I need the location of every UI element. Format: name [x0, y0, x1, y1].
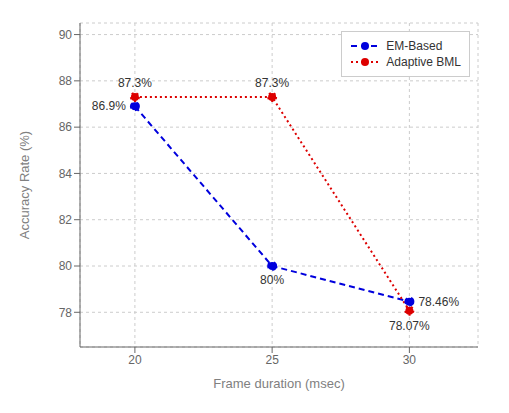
svg-text:80%: 80% [260, 273, 284, 287]
svg-text:87.3%: 87.3% [255, 76, 289, 90]
svg-text:78: 78 [59, 306, 73, 320]
svg-text:78.07%: 78.07% [389, 319, 430, 333]
html-text:EM-Based: EM-Based [386, 39, 443, 53]
svg-text:25: 25 [265, 353, 279, 367]
svg-text:90: 90 [59, 28, 73, 42]
svg-text:Frame duration (msec): Frame duration (msec) [213, 376, 344, 391]
svg-text:82: 82 [59, 213, 73, 227]
svg-text:20: 20 [128, 353, 142, 367]
html-text:Adaptive BML: Adaptive BML [386, 55, 461, 69]
svg-text:78.46%: 78.46% [418, 295, 459, 309]
svg-text:88: 88 [59, 74, 73, 88]
svg-text:30: 30 [403, 353, 417, 367]
svg-text:Accuracy Rate (%): Accuracy Rate (%) [17, 131, 32, 239]
svg-text:80: 80 [59, 259, 73, 273]
svg-text:84: 84 [59, 167, 73, 181]
svg-text:87.3%: 87.3% [118, 76, 152, 90]
svg-text:86.9%: 86.9% [92, 99, 126, 113]
svg-text:86: 86 [59, 120, 73, 134]
